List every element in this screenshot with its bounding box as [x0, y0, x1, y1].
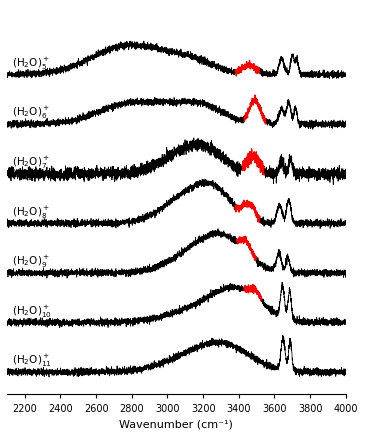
- X-axis label: Wavenumber (cm⁻¹): Wavenumber (cm⁻¹): [119, 419, 233, 429]
- Text: (H$_2$O)$_8^+$: (H$_2$O)$_8^+$: [12, 204, 50, 221]
- Text: (H$_2$O)$_9^+$: (H$_2$O)$_9^+$: [12, 254, 50, 270]
- Text: (H$_2$O)$_{10}^+$: (H$_2$O)$_{10}^+$: [12, 303, 52, 320]
- Text: (H$_2$O)$_7^+$: (H$_2$O)$_7^+$: [12, 155, 50, 171]
- Text: (H$_2$O)$_6^+$: (H$_2$O)$_6^+$: [12, 106, 50, 121]
- Text: (H$_2$O)$_5^+$: (H$_2$O)$_5^+$: [12, 56, 50, 72]
- Text: (H$_2$O)$_{11}^+$: (H$_2$O)$_{11}^+$: [12, 353, 52, 369]
